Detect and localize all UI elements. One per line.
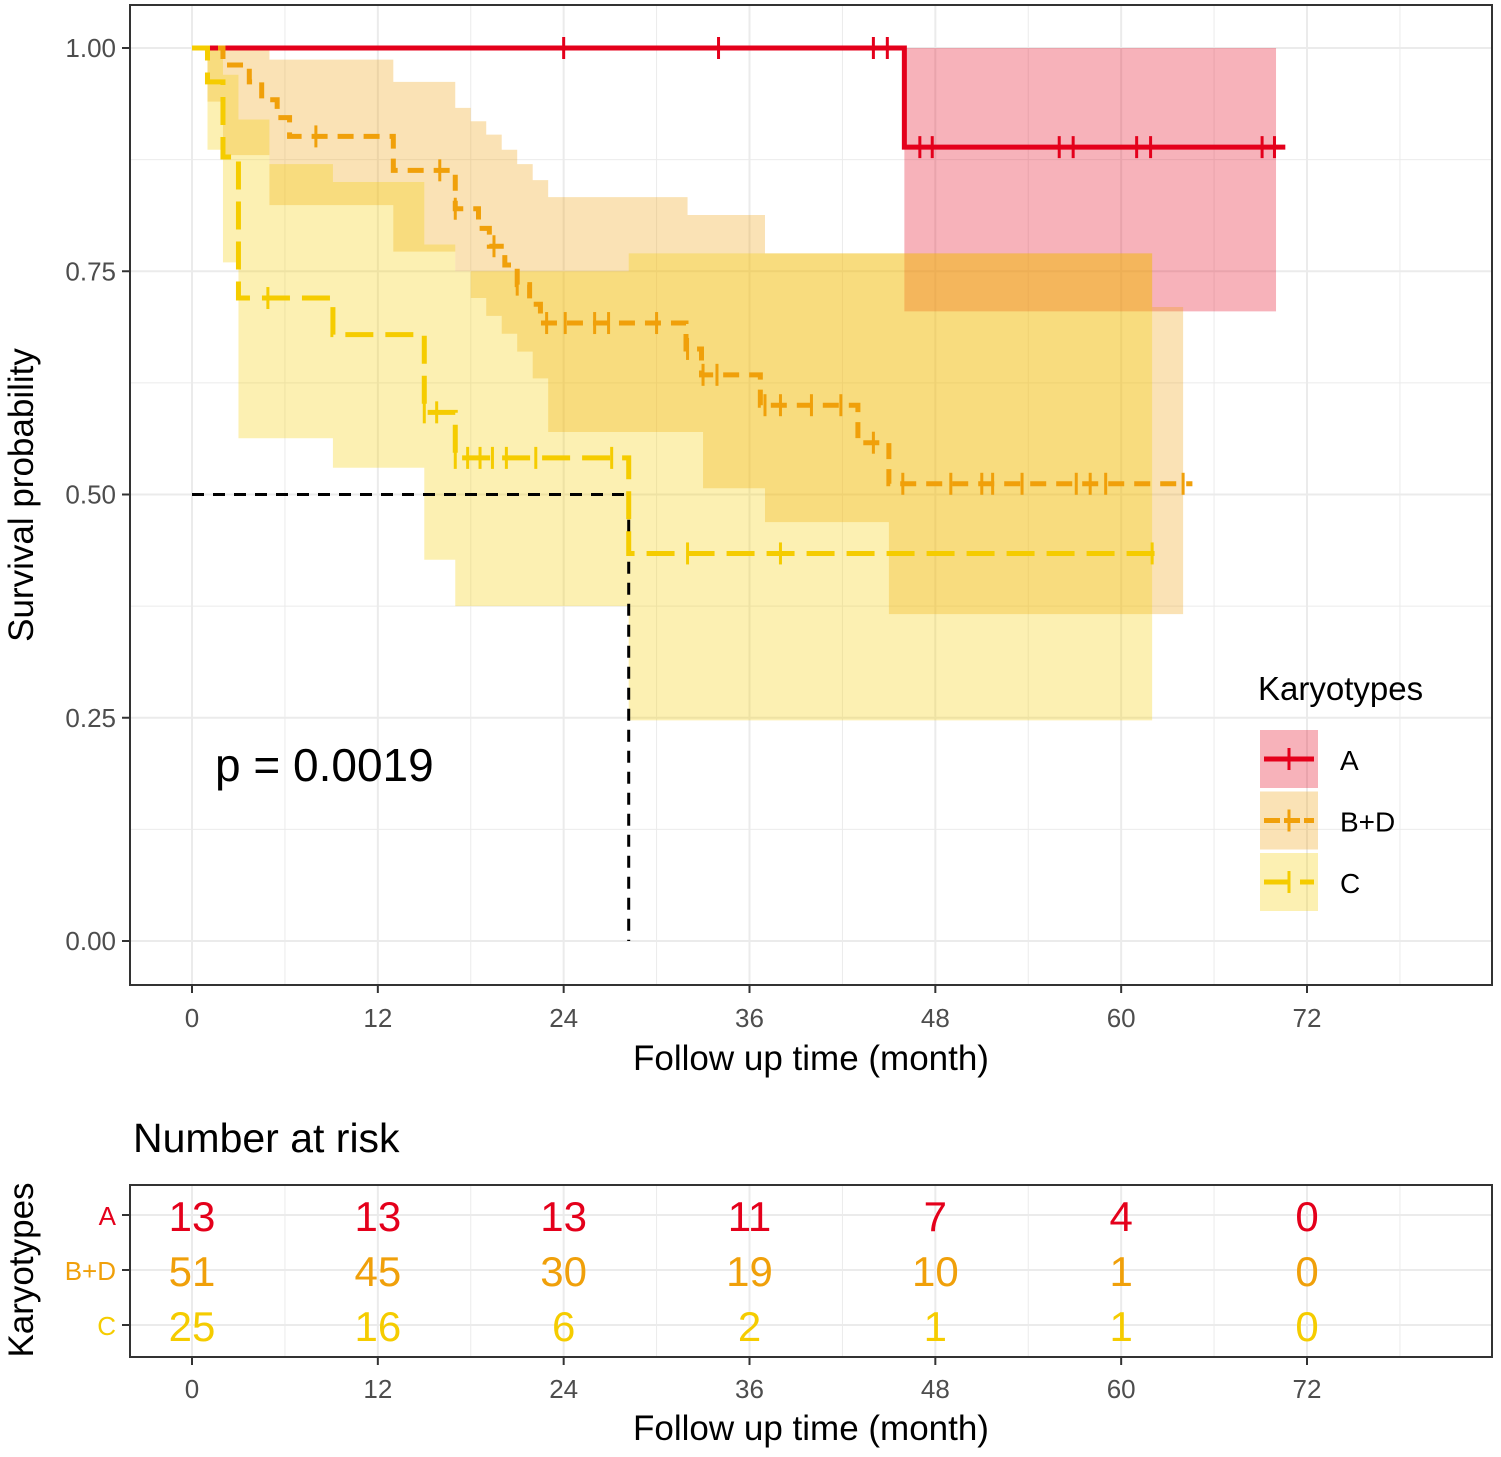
risk-table-title: Number at risk: [133, 1115, 400, 1161]
legend-item-BD: B+D: [1260, 791, 1395, 850]
survival-curve-BD: [192, 45, 1193, 487]
legend-title: Karyotypes: [1258, 670, 1423, 707]
risk-count: 2: [738, 1303, 761, 1350]
risk-table-border: [129, 1184, 1493, 1358]
risk-x-tick-label: 12: [363, 1374, 392, 1404]
risk-count: 1: [924, 1303, 947, 1350]
risk-x-axis-title: Follow up time (month): [633, 1409, 989, 1448]
p-value-annotation: p = 0.0019: [215, 739, 434, 791]
risk-y-axis-title: Karyotypes: [2, 1182, 41, 1357]
risk-count: 13: [540, 1193, 587, 1240]
risk-row-label: A: [99, 1201, 117, 1231]
x-tick-label: 36: [735, 1003, 764, 1033]
legend-label: A: [1340, 745, 1359, 776]
risk-count: 51: [169, 1248, 216, 1295]
survival-curve-C: [192, 45, 1160, 556]
risk-count: 6: [552, 1303, 575, 1350]
risk-count: 10: [912, 1248, 959, 1295]
x-tick-label: 24: [549, 1003, 578, 1033]
x-tick-label: 48: [921, 1003, 950, 1033]
risk-count: 0: [1295, 1248, 1318, 1295]
y-tick-label: 0.75: [65, 256, 116, 286]
risk-x-tick-label: 48: [921, 1374, 950, 1404]
risk-x-tick-label: 24: [549, 1374, 578, 1404]
risk-count: 11: [728, 1193, 772, 1240]
risk-count: 13: [354, 1193, 401, 1240]
gridlines: [130, 5, 1492, 985]
ci-band-A: [904, 48, 1277, 312]
risk-count: 4: [1109, 1193, 1132, 1240]
risk-count: 13: [169, 1193, 216, 1240]
risk-count: 19: [726, 1248, 773, 1295]
risk-x-tick-label: 36: [735, 1374, 764, 1404]
y-tick-label: 0.00: [65, 926, 116, 956]
legend-label: C: [1340, 868, 1360, 899]
risk-x-tick-label: 72: [1293, 1374, 1322, 1404]
risk-count: 1: [1109, 1303, 1132, 1350]
legend-item-C: C: [1260, 853, 1360, 911]
x-tick-label: 60: [1107, 1003, 1136, 1033]
risk-count: 25: [169, 1303, 216, 1350]
risk-count: 0: [1295, 1193, 1318, 1240]
risk-count: 16: [354, 1303, 401, 1350]
x-axis-title: Follow up time (month): [633, 1039, 989, 1078]
x-tick-label: 0: [185, 1003, 199, 1033]
legend-item-A: A: [1260, 730, 1359, 788]
y-tick-label: 1.00: [65, 33, 116, 63]
y-tick-label: 0.25: [65, 703, 116, 733]
x-tick-label: 12: [363, 1003, 392, 1033]
ci-band-BD: [207, 48, 1184, 615]
risk-count: 30: [540, 1248, 587, 1295]
survival-plot-panel: 0.00 0.25 0.50 0.75 1.00 0 12 24 36 48 60 72 Follow …: [2, 4, 1493, 1078]
y-axis-title: Survival probability: [2, 348, 41, 642]
risk-x-tick-label: 0: [185, 1374, 199, 1404]
ci-band-C: [207, 48, 1153, 721]
y-tick-label: 0.50: [65, 480, 116, 510]
survival-curve-A: [192, 45, 1286, 150]
risk-row-label: B+D: [65, 1256, 116, 1286]
risk-count: 7: [924, 1193, 947, 1240]
risk-count: 0: [1295, 1303, 1318, 1350]
risk-x-tick-label: 60: [1107, 1374, 1136, 1404]
risk-count: 1: [1109, 1248, 1132, 1295]
risk-row-label: C: [97, 1311, 116, 1341]
risk-count: 45: [354, 1248, 401, 1295]
legend: Karyotypes A B+D C: [1258, 670, 1423, 911]
legend-label: B+D: [1340, 807, 1395, 838]
x-tick-label: 72: [1293, 1003, 1322, 1033]
